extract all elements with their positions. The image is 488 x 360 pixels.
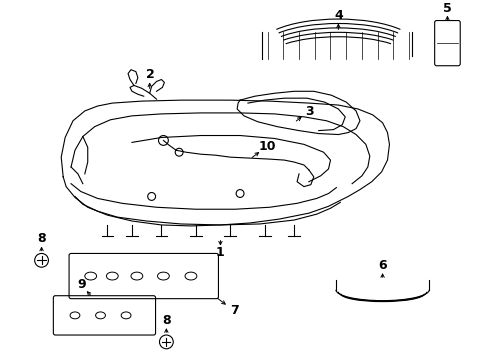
Text: 10: 10	[258, 140, 276, 153]
Text: 1: 1	[216, 246, 224, 259]
Text: 4: 4	[333, 9, 342, 22]
Text: 8: 8	[37, 232, 46, 245]
Text: 8: 8	[162, 314, 170, 327]
Text: 3: 3	[305, 105, 313, 118]
Text: 9: 9	[78, 278, 86, 291]
Text: 5: 5	[442, 2, 451, 15]
Text: 7: 7	[229, 304, 238, 317]
Text: 6: 6	[378, 259, 386, 272]
Text: 2: 2	[146, 68, 155, 81]
